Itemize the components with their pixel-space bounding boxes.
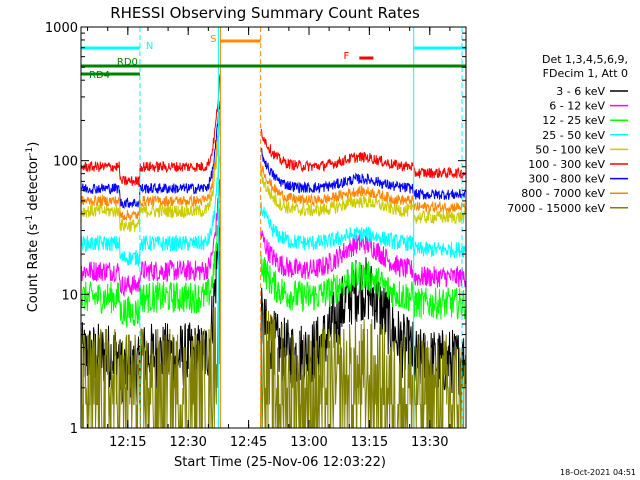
x-tick-label: 13:30 — [411, 435, 448, 450]
legend-entry-label: 300 - 800 keV — [528, 173, 605, 186]
x-axis: 12:15 12:30 12:45 13:00 13:15 13:30 — [87, 27, 451, 450]
x-tick-label: 12:45 — [230, 435, 267, 450]
legend-entry-label: 50 - 100 keV — [535, 143, 605, 156]
flag-label: RD0 — [117, 57, 138, 68]
x-axis-label: Start Time (25-Nov-06 12:03:22) — [174, 455, 386, 470]
series-line-7 — [80, 100, 466, 210]
plot-area: N S F RD0 RD4 — [80, 27, 466, 429]
legend-entry-label: 25 - 50 keV — [542, 129, 605, 142]
y-tick-label: 1000 — [45, 21, 78, 36]
series-line-5 — [80, 121, 466, 233]
flag-label: RD4 — [89, 70, 110, 81]
y-tick-label: 10 — [61, 288, 78, 303]
legend-entry-label: 100 - 300 keV — [528, 158, 605, 171]
legend: Det 1,3,4,5,6,9,FDecim 1, Att 0 3 - 6 keV… — [507, 53, 628, 215]
legend-entry-label: 7000 - 15000 keV — [507, 202, 605, 215]
x-tick-label: 12:30 — [169, 435, 206, 450]
x-tick-label: 12:15 — [109, 435, 146, 450]
x-tick-label: 13:00 — [290, 435, 327, 450]
y-axis: 1 10 100 1000 — [45, 21, 466, 437]
chart-title: RHESSI Observing Summary Count Rates — [110, 4, 420, 22]
x-tick-label: 13:15 — [351, 435, 388, 450]
series-line-4 — [80, 151, 466, 268]
series-line-3 — [80, 201, 466, 328]
y-tick-label: 100 — [53, 155, 78, 170]
flag-label: S — [210, 34, 216, 45]
series-line-2 — [80, 178, 466, 298]
series-line-8 — [80, 111, 466, 221]
legend-entry-label: 6 - 12 keV — [549, 100, 605, 113]
flag-label: F — [344, 51, 350, 62]
legend-entry-label: 3 - 6 keV — [556, 85, 605, 98]
plot-frame — [80, 26, 467, 429]
y-tick-label: 1 — [70, 422, 78, 437]
footer-timestamp: 18-Oct-2021 04:51 — [560, 468, 636, 477]
series-line-6 — [80, 73, 466, 188]
y-axis-label: Count Rate (s-1 detector-1) — [25, 142, 41, 313]
legend-header: FDecim 1, Att 0 — [543, 67, 628, 80]
legend-header: Det 1,3,4,5,6,9, — [542, 53, 628, 66]
legend-entry-label: 12 - 25 keV — [542, 114, 605, 127]
y-axis-label-sup2: -1 — [25, 147, 35, 156]
flag-label: N — [146, 41, 153, 52]
legend-entry-label: 800 - 7000 keV — [521, 187, 605, 200]
